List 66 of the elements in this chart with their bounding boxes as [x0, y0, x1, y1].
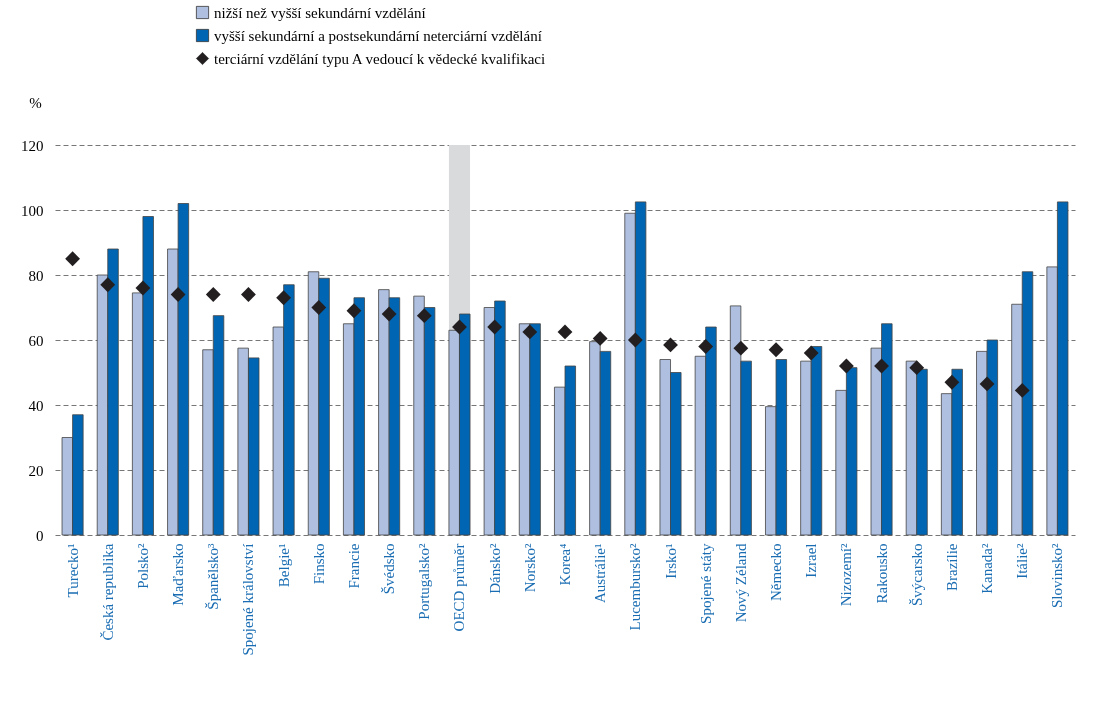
point — [276, 290, 292, 306]
x-tick-label: Švédsko — [381, 543, 398, 595]
x-tick-label: Rakousko — [873, 543, 890, 604]
y-tick-label: 120 — [21, 137, 44, 154]
point — [135, 280, 151, 296]
point — [241, 287, 256, 302]
point — [909, 360, 925, 376]
point — [416, 308, 432, 324]
point — [627, 332, 643, 348]
point — [979, 376, 995, 392]
x-tick-label: Německo — [768, 543, 785, 601]
x-tick-label: Itálie² — [1014, 543, 1031, 579]
point — [65, 251, 80, 267]
point — [557, 324, 573, 340]
legend-label: terciární vzdělání typu A vedoucí k vědecké kvalifikaci — [214, 50, 546, 67]
point — [522, 324, 538, 340]
x-tick-label: Turecko¹ — [64, 543, 81, 598]
x-tick-label: Izrael — [803, 543, 820, 578]
x-tick-label: Česká republika — [99, 543, 116, 641]
y-tick-label: 60 — [28, 332, 44, 349]
point — [768, 342, 784, 358]
point — [205, 287, 221, 302]
x-tick-label: Brazílie — [943, 543, 960, 591]
x-tick-label: Belgie¹ — [275, 543, 292, 588]
y-tick-label: 100 — [21, 202, 44, 219]
x-tick-label: OECD průměr — [451, 543, 468, 632]
y-tick-label: 40 — [28, 397, 44, 414]
point — [698, 339, 714, 354]
y-tick-label: 0 — [36, 527, 44, 544]
x-tick-label: Slovinsko² — [1049, 543, 1066, 609]
point — [381, 306, 397, 322]
x-tick-label: Maďarsko — [170, 543, 187, 606]
x-tick-label: Austrálie¹ — [592, 543, 609, 603]
point — [592, 330, 608, 346]
x-tick-label: Finsko — [310, 543, 327, 585]
x-tick-label: Spojené státy — [697, 543, 714, 624]
x-tick-label: Nový Zéland — [732, 543, 749, 623]
y-tick-label: 80 — [28, 267, 44, 284]
x-tick-label: Španělsko³ — [205, 543, 222, 610]
x-tick-label: Francie — [345, 543, 362, 589]
x-tick-label: Spojené království — [240, 543, 257, 656]
point — [487, 319, 503, 335]
point — [346, 303, 362, 319]
x-tick-label: Švýcarsko — [908, 543, 925, 606]
x-tick-label: Norsko² — [521, 543, 538, 593]
x-tick-label: Lucembursko² — [627, 543, 644, 631]
y-axis-title: % — [29, 94, 42, 111]
x-tick-label: Korea⁴ — [557, 543, 573, 586]
point — [100, 277, 116, 293]
legend-label: nižší než vyšší sekundární vzdělání — [214, 4, 426, 21]
x-tick-label: Polsko² — [134, 543, 151, 589]
point — [944, 374, 960, 390]
point — [733, 340, 749, 356]
point — [170, 287, 186, 302]
x-tick-label: Portugalsko² — [416, 543, 433, 620]
y-tick-label: 20 — [28, 462, 44, 479]
x-tick-label: Nizozemí² — [838, 543, 855, 607]
point — [803, 345, 819, 361]
x-tick-label: Kanada² — [979, 543, 996, 594]
point — [838, 358, 854, 374]
legend-label: vyšší sekundární a postsekundární neterciární vzdělání — [214, 27, 542, 44]
point — [663, 337, 678, 353]
point — [1014, 382, 1030, 398]
x-tick-label: Dánsko² — [486, 543, 503, 594]
point — [311, 300, 327, 315]
x-tick-label: Irsko¹ — [662, 543, 679, 579]
